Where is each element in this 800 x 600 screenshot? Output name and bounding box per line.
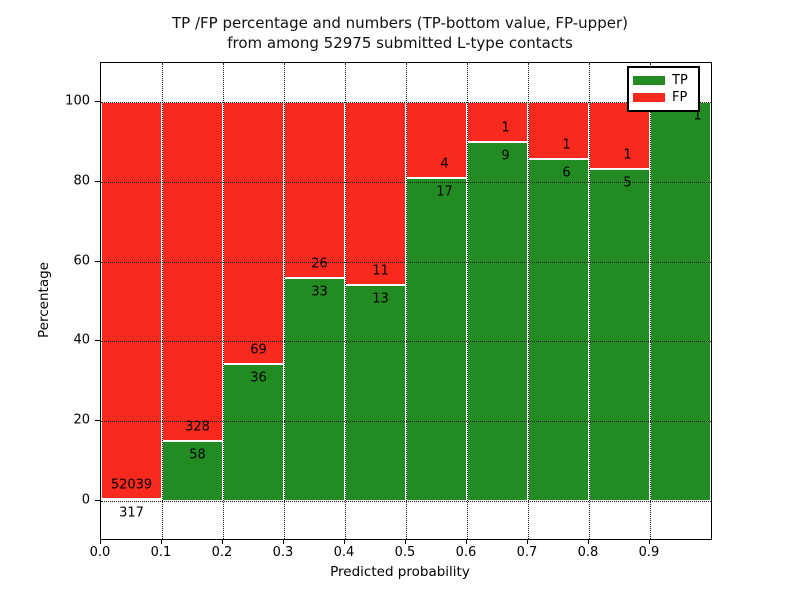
y-axis-tick <box>95 420 100 422</box>
y-tick-label: 80 <box>73 173 90 189</box>
x-tick-label: 0.0 <box>89 545 111 560</box>
bar-tp-segment <box>101 498 162 501</box>
fp-count-label: 4 <box>440 156 449 172</box>
v-gridline <box>345 63 346 539</box>
tp-count-label: 58 <box>189 447 206 463</box>
v-gridline <box>223 63 224 539</box>
v-gridline <box>528 63 529 539</box>
tp-count-label: 36 <box>250 370 267 386</box>
tp-count-label: 317 <box>119 505 144 521</box>
x-tick-label: 0.9 <box>638 545 660 560</box>
y-tick-label: 40 <box>73 332 90 348</box>
x-tick-label: 0.7 <box>516 545 538 560</box>
y-tick-label: 60 <box>73 253 90 269</box>
y-axis-tick <box>95 101 100 102</box>
x-tick-label: 0.5 <box>394 545 416 560</box>
bar-fp-segment <box>101 102 162 499</box>
bar-fp-segment <box>162 102 223 442</box>
v-gridline <box>467 63 468 539</box>
x-tick-label: 0.8 <box>577 545 599 560</box>
chart-title-line-1: TP /FP percentage and numbers (TP-bottom… <box>172 14 628 32</box>
plot-area: 52039 317 328 58 69 36 26 33 11 13 4 17 1 9 1 6 1 5 1 <box>100 62 712 540</box>
y-tick-label: 20 <box>73 412 90 428</box>
fp-count-label: 328 <box>185 419 210 435</box>
tp-count-label: 13 <box>372 291 389 307</box>
x-axis-label: Predicted probability <box>330 564 470 580</box>
chart-title-line-2: from among 52975 submitted L-type contac… <box>227 34 573 52</box>
fp-count-label: 1 <box>562 137 571 153</box>
x-tick-label: 0.6 <box>455 545 477 560</box>
tp-count-label: 5 <box>623 175 632 190</box>
bar-tp-segment <box>162 441 223 501</box>
fp-count-label: 1 <box>623 147 632 162</box>
tp-count-label: 9 <box>501 148 510 164</box>
v-gridline <box>650 63 651 539</box>
bar-fp-segment <box>345 102 406 285</box>
tp-count-label: 1 <box>693 108 702 124</box>
y-axis-label: Percentage <box>36 262 52 338</box>
legend-entry-fp: FP <box>633 91 694 104</box>
y-axis-tick <box>95 340 100 342</box>
x-axis-tick <box>161 539 162 544</box>
x-tick-label: 0.4 <box>333 545 355 560</box>
x-axis-tick <box>405 539 406 544</box>
x-axis-tick <box>222 539 223 544</box>
v-gridline <box>589 63 590 539</box>
tp-count-label: 17 <box>436 184 453 200</box>
bar-tp-segment <box>284 277 345 501</box>
y-axis-tick <box>95 500 100 501</box>
legend-label: FP <box>672 90 688 105</box>
fp-count-label: 1 <box>501 120 510 136</box>
fp-count-label: 69 <box>250 342 267 358</box>
v-gridline <box>406 63 407 539</box>
fp-color-swatch <box>633 93 665 102</box>
legend-entry-tp: TP <box>633 74 694 87</box>
x-axis-tick <box>283 539 284 544</box>
x-tick-label: 0.2 <box>211 545 233 560</box>
bar-tp-segment <box>406 178 467 501</box>
bar-tp-segment <box>589 168 650 501</box>
x-axis-tick <box>649 539 650 544</box>
bar-tp-segment <box>467 141 528 501</box>
bar-fp-segment <box>284 102 345 278</box>
y-tick-label: 100 <box>65 93 90 109</box>
x-axis-tick <box>344 539 345 544</box>
x-tick-label: 0.3 <box>272 545 294 560</box>
v-gridline <box>162 63 163 539</box>
x-axis-tick <box>100 539 101 544</box>
y-axis-tick <box>95 180 100 182</box>
bar-tp-segment <box>650 102 711 501</box>
tp-count-label: 6 <box>562 165 571 181</box>
x-axis-tick <box>527 539 528 544</box>
fp-count-label: 52039 <box>110 477 153 493</box>
tp-color-swatch <box>633 76 665 85</box>
bar-fp-segment <box>223 102 284 365</box>
bar-fp-segment <box>528 102 589 159</box>
v-gridline <box>284 63 285 539</box>
x-axis-tick <box>588 539 589 544</box>
fp-count-label: 26 <box>311 256 328 272</box>
bar-fp-segment <box>406 102 467 178</box>
legend-label: TP <box>672 73 688 88</box>
bar-tp-segment <box>345 284 406 501</box>
bar-fp-segment <box>467 102 528 142</box>
x-tick-label: 0.1 <box>150 545 172 560</box>
fp-count-label: 11 <box>372 263 389 279</box>
bar-tp-segment <box>528 159 589 501</box>
y-axis-tick <box>95 260 100 262</box>
x-axis-tick <box>466 539 467 544</box>
y-tick-label: 0 <box>81 492 90 508</box>
tp-count-label: 33 <box>311 284 328 300</box>
legend-box: TP FP <box>627 66 700 112</box>
